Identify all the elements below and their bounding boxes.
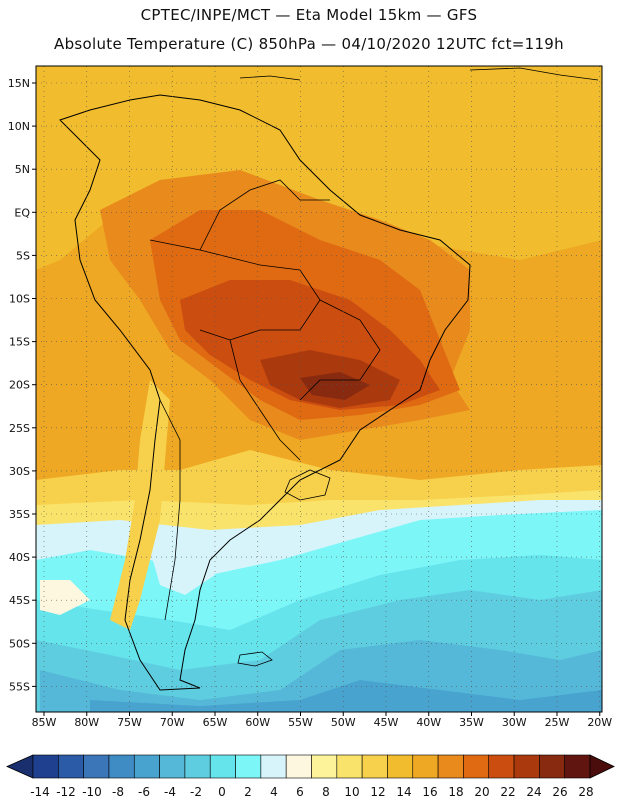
colorbar-tick-label: -4 (164, 785, 176, 799)
lat-label: 20S (9, 379, 30, 392)
field-26c (300, 372, 370, 400)
lon-label: 25W (545, 716, 570, 729)
colorbar-tick-label: -8 (112, 785, 124, 799)
country-border (299, 299, 381, 401)
colorbar-tick-label: 26 (552, 785, 567, 799)
colorbar-swatch (235, 754, 262, 779)
colorbar-swatch (209, 754, 236, 779)
colorbar-swatch (361, 754, 388, 779)
colorbar-swatch (285, 754, 312, 779)
colorbar-swatch (159, 754, 186, 779)
colorbar-tick-label: 14 (396, 785, 411, 799)
colorbar: -14 -12 -10 -8 -6 -4 -2 0 2 4 6 8 10 12 14 16 18 20 22 24 26… (6, 754, 615, 799)
lon-label: 45W (374, 716, 399, 729)
lon-label: 50W (331, 716, 356, 729)
colorbar-swatch (437, 754, 464, 779)
colorbar-under-arrow (6, 754, 34, 779)
colorbar-tick-label: -10 (82, 785, 102, 799)
lon-label: 80W (74, 716, 99, 729)
lon-label: 35W (459, 716, 484, 729)
colorbar-tick-label: -14 (30, 785, 50, 799)
lon-label: 65W (203, 716, 228, 729)
colorbar-tick-label: 24 (526, 785, 541, 799)
colorbar-swatch (184, 754, 211, 779)
field-patch-6c (150, 545, 215, 595)
lon-label: 85W (32, 716, 57, 729)
colorbar-swatch (463, 754, 490, 779)
lat-label: EQ (14, 206, 30, 219)
lat-label: 15N (8, 77, 30, 90)
lon-label: 30W (502, 716, 527, 729)
colorbar-swatch (513, 754, 540, 779)
colorbar-swatch (311, 754, 338, 779)
region-outline (284, 469, 331, 501)
colorbar-tick-label: 6 (296, 785, 304, 799)
country-border (229, 339, 301, 461)
lat-label: 10S (9, 293, 30, 306)
lon-label: 75W (117, 716, 142, 729)
colorbar-swatch (336, 754, 363, 779)
colorbar-tick-label: -6 (138, 785, 150, 799)
field-patch-8c (40, 580, 90, 615)
map-title-line-2: Absolute Temperature (C) 850hPa — 04/10/… (54, 35, 564, 53)
lat-label: 15S (9, 336, 30, 349)
colorbar-swatch (539, 754, 565, 779)
lat-label: 30S (9, 465, 30, 478)
colorbar-tick-label: 12 (370, 785, 385, 799)
colorbar-swatch (32, 754, 59, 779)
map-area (36, 66, 602, 712)
lat-label: 40S (9, 551, 30, 564)
country-border (199, 179, 330, 251)
lon-label: 60W (245, 716, 270, 729)
colorbar-tick-label: 10 (344, 785, 359, 799)
colorbar-tick-label: 4 (270, 785, 278, 799)
colorbar-swatch (412, 754, 439, 779)
colorbar-swatch (108, 754, 135, 779)
lat-label: 25S (9, 422, 30, 435)
latitude-axis: 15N 10N 5N EQ 5S 10S 15S 20S 25S 30S 35S 40S 45S 50S 5… (8, 77, 36, 693)
colorbar-tick-label: 18 (448, 785, 463, 799)
lon-label: 40W (416, 716, 441, 729)
lon-label: 55W (288, 716, 313, 729)
colorbar-swatch (387, 754, 414, 779)
colorbar-swatch (564, 754, 591, 779)
field-minus-4c (90, 680, 602, 712)
colorbar-tick-label: 2 (244, 785, 252, 799)
colorbar-swatch (260, 754, 287, 779)
lat-label: 10N (8, 120, 30, 133)
lat-label: 35S (9, 508, 30, 521)
colorbar-swatch (83, 754, 110, 779)
lon-label: 20W (587, 716, 612, 729)
colorbar-tick-label: -2 (190, 785, 202, 799)
lon-label: 70W (160, 716, 185, 729)
colorbar-swatch (488, 754, 515, 779)
colorbar-swatch (58, 754, 84, 779)
colorbar-tick-label: -12 (56, 785, 76, 799)
lat-label: 45S (9, 594, 30, 607)
map-frame (35, 65, 603, 713)
lat-label: 50S (9, 637, 30, 650)
colorbar-swatch (133, 754, 160, 779)
colorbar-tick-label: 8 (322, 785, 330, 799)
field-16c-north (36, 66, 602, 150)
colorbar-tick-label: 28 (578, 785, 593, 799)
south-america-coastline (59, 94, 471, 691)
longitude-axis: 85W 80W 75W 70W 65W 60W 55W 50W 45W 40W 35W 30W 25W 2… (32, 712, 612, 729)
colorbar-tick-label: 22 (500, 785, 515, 799)
colorbar-tick-label: 16 (422, 785, 437, 799)
caribbean-islands (469, 67, 599, 81)
caribbean-islands (239, 75, 301, 81)
lat-label: 5N (15, 163, 30, 176)
falkland-islands (237, 651, 273, 667)
map-title-line-1: CPTEC/INPE/MCT — Eta Model 15km — GFS (140, 6, 478, 24)
colorbar-tick-label: 20 (474, 785, 489, 799)
colorbar-tick-label: 0 (218, 785, 226, 799)
colorbar-over-arrow (589, 754, 615, 779)
lat-label: 5S (16, 249, 30, 262)
lat-label: 55S (9, 680, 30, 693)
country-border (159, 399, 181, 621)
